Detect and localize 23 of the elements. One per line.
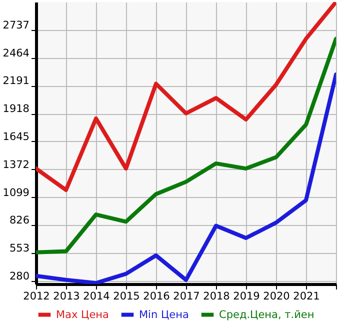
y-tick-label: 1099 xyxy=(2,186,30,199)
x-tick-label: 2015 xyxy=(113,290,140,302)
legend-label: Min Цена xyxy=(139,308,189,321)
y-tick-label: 280 xyxy=(9,270,30,282)
y-tick-label: 553 xyxy=(9,242,30,255)
legend-label: Сред.Цена, т.йен xyxy=(219,308,314,321)
y-tick-label: 1645 xyxy=(2,130,30,143)
x-tick-label: 2019 xyxy=(233,290,260,302)
y-tick-label: 2191 xyxy=(2,75,30,88)
x-tick-label: 2020 xyxy=(263,290,290,302)
y-tick-label: 2464 xyxy=(2,47,30,60)
x-tick-label: 2013 xyxy=(53,290,80,302)
x-tick-label: 2012 xyxy=(23,290,50,302)
y-tick-label: 1918 xyxy=(2,103,30,116)
x-tick-label: 2017 xyxy=(173,290,200,302)
legend-label: Max Цена xyxy=(56,308,109,321)
x-tick-label: 2014 xyxy=(83,290,110,302)
x-tick-label: 2021 xyxy=(293,290,320,302)
y-tick-label: 826 xyxy=(9,214,30,227)
y-tick-label: 1372 xyxy=(2,158,30,171)
y-tick-label: 2737 xyxy=(2,19,30,32)
x-tick-label: 2016 xyxy=(143,290,170,302)
x-tick-label: 2018 xyxy=(203,290,230,302)
